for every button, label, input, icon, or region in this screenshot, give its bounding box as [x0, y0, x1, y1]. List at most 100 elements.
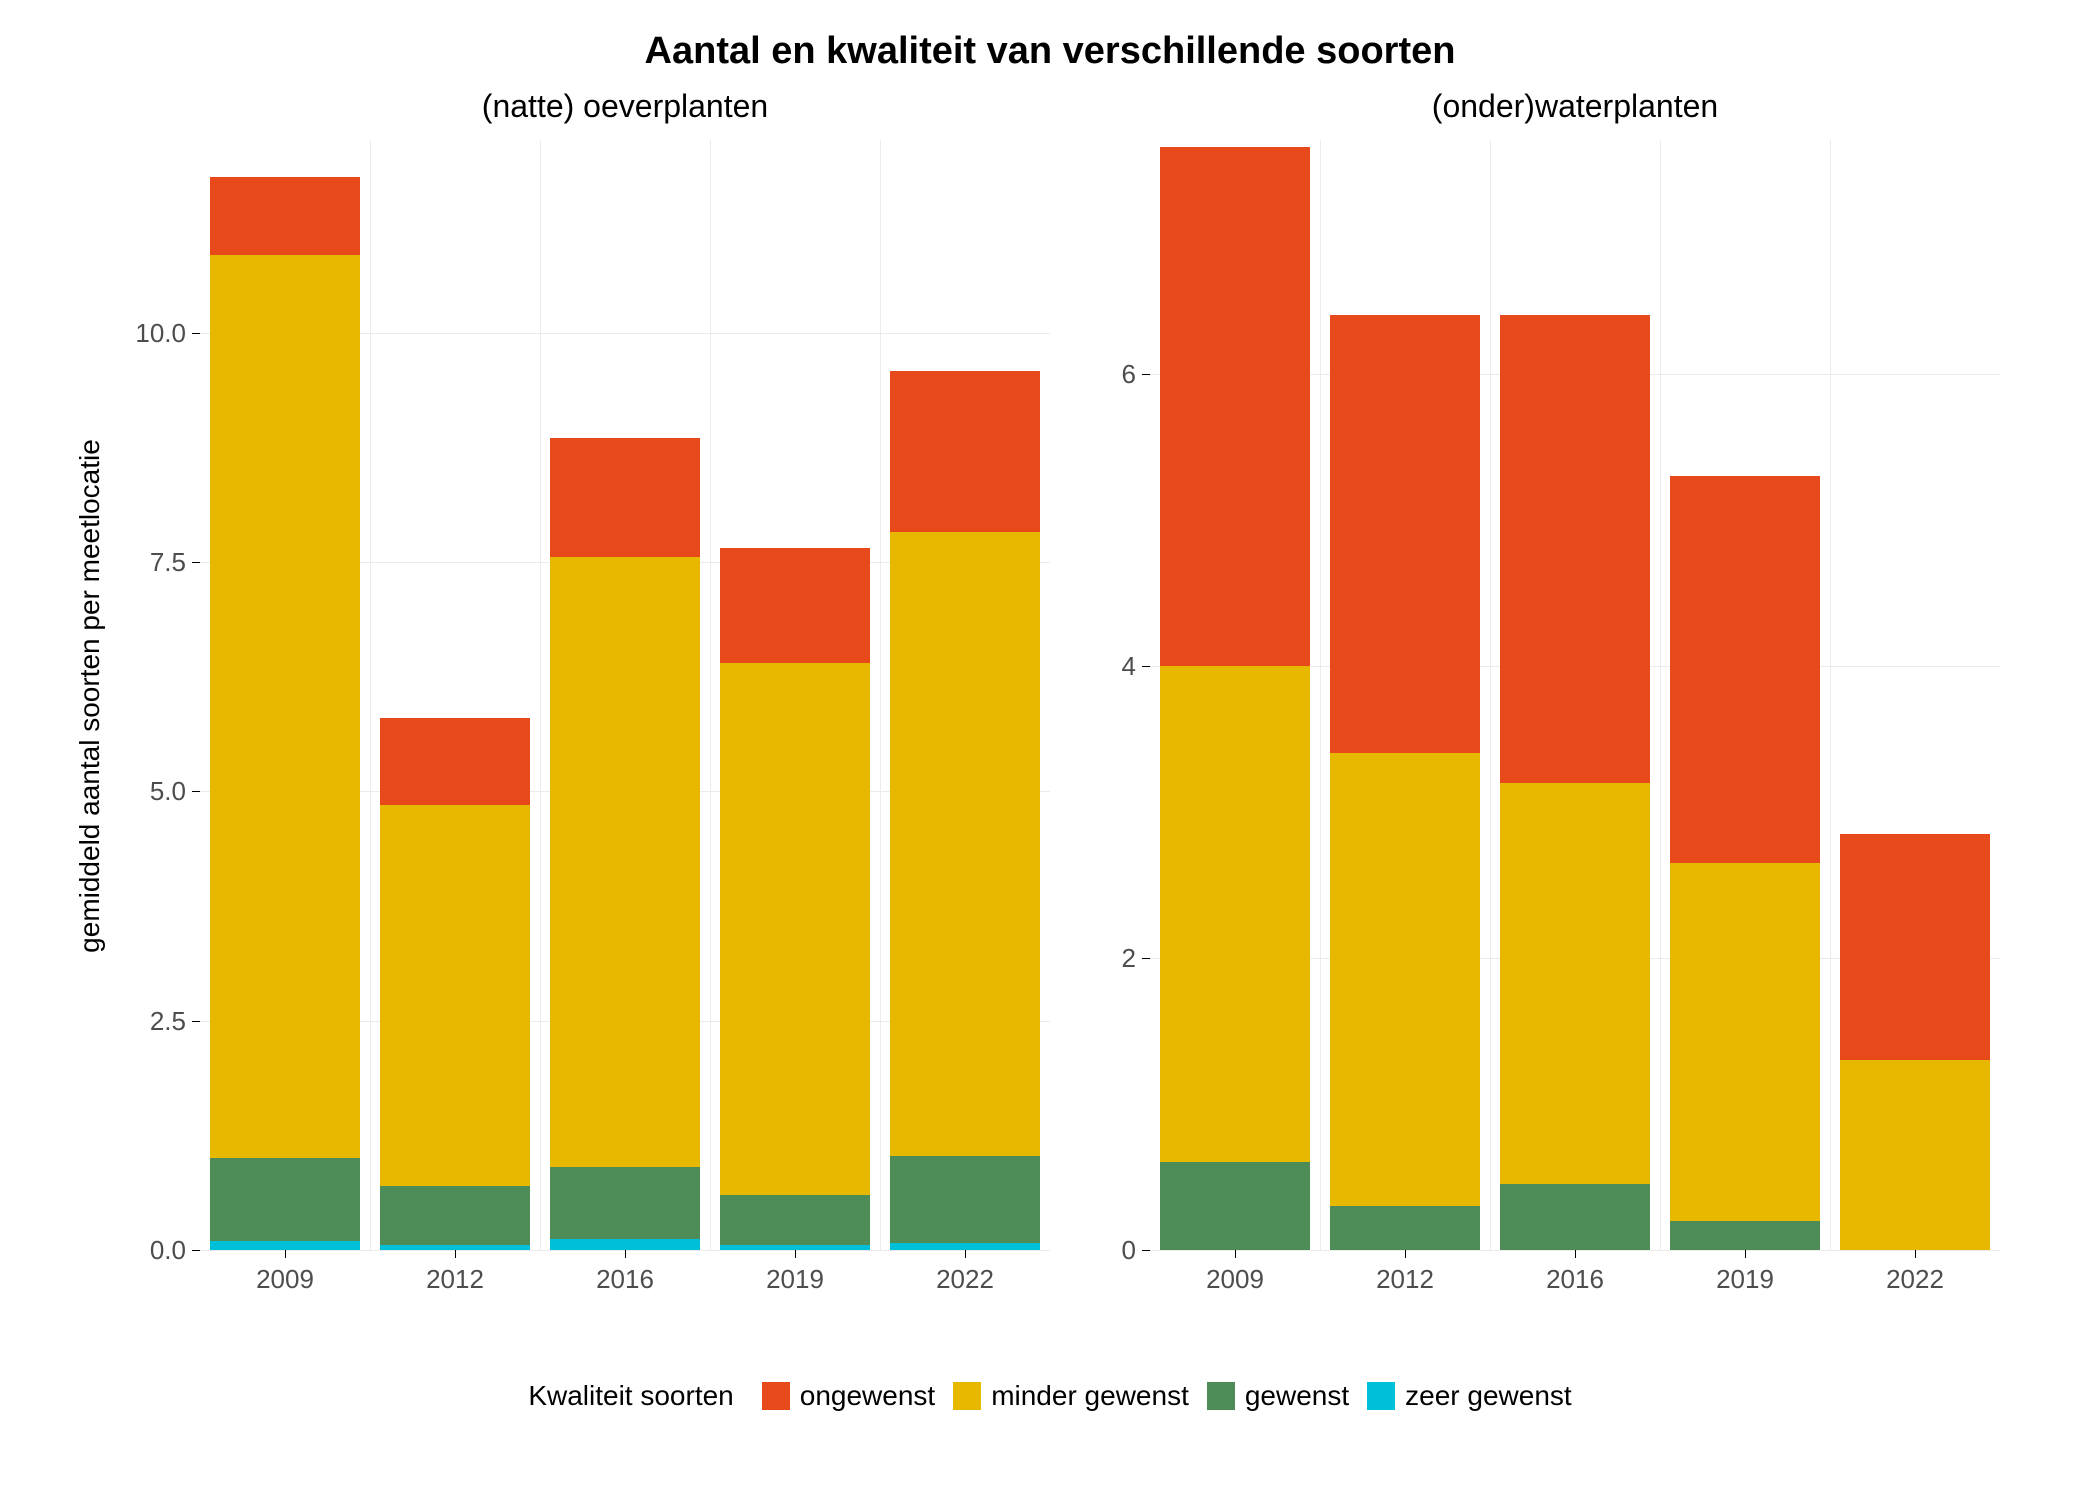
- bar-2009: [210, 177, 360, 1250]
- legend-item-zeer_gewenst: zeer gewenst: [1367, 1380, 1572, 1412]
- y-tick-label: 2.5: [150, 1006, 186, 1037]
- x-tick-label: 2012: [1365, 1264, 1445, 1295]
- bar-2022: [890, 371, 1040, 1250]
- tick-mark-y: [1142, 666, 1150, 667]
- tick-mark-x: [1235, 1250, 1236, 1258]
- bar-2016: [550, 438, 700, 1250]
- bar-seg-gewenst: [210, 1158, 360, 1241]
- bar-seg-gewenst: [380, 1186, 530, 1246]
- bar-2012: [380, 718, 530, 1250]
- y-tick-label: 10.0: [135, 318, 186, 349]
- tick-mark-y: [1142, 374, 1150, 375]
- x-tick-label: 2012: [415, 1264, 495, 1295]
- grid-line-v: [540, 140, 541, 1250]
- y-tick-label: 2: [1122, 943, 1136, 974]
- bar-seg-minder_gewenst: [210, 255, 360, 1159]
- bar-seg-gewenst: [1160, 1162, 1310, 1250]
- legend-item-gewenst: gewenst: [1207, 1380, 1349, 1412]
- x-tick-label: 2019: [755, 1264, 835, 1295]
- bar-seg-gewenst: [1670, 1221, 1820, 1250]
- grid-line-v: [1320, 140, 1321, 1250]
- y-tick-label: 0: [1122, 1235, 1136, 1266]
- chart-area-0: [200, 140, 1050, 1250]
- bar-2019: [1670, 476, 1820, 1250]
- bar-seg-gewenst: [720, 1195, 870, 1245]
- legend-label-zeer_gewenst: zeer gewenst: [1405, 1380, 1572, 1412]
- legend-label-minder_gewenst: minder gewenst: [991, 1380, 1189, 1412]
- legend-swatch-minder_gewenst: [953, 1382, 981, 1410]
- tick-mark-x: [1405, 1250, 1406, 1258]
- bar-seg-zeer_gewenst: [550, 1239, 700, 1250]
- bar-seg-minder_gewenst: [380, 805, 530, 1186]
- tick-mark-y: [192, 791, 200, 792]
- grid-line-v: [710, 140, 711, 1250]
- bar-seg-ongewenst: [890, 371, 1040, 532]
- x-tick-label: 2022: [925, 1264, 1005, 1295]
- bar-seg-gewenst: [1330, 1206, 1480, 1250]
- y-tick-label: 7.5: [150, 547, 186, 578]
- main-title: Aantal en kwaliteit van verschillende so…: [20, 30, 2080, 73]
- tick-mark-x: [285, 1250, 286, 1258]
- bar-2012: [1330, 315, 1480, 1250]
- bar-2022: [1840, 834, 1990, 1250]
- tick-mark-y: [1142, 1250, 1150, 1251]
- x-tick-label: 2016: [585, 1264, 665, 1295]
- chart-area-1: [1150, 140, 2000, 1250]
- tick-mark-y: [192, 1250, 200, 1251]
- bar-seg-ongewenst: [550, 438, 700, 557]
- y-tick-label: 6: [1122, 359, 1136, 390]
- bar-seg-minder_gewenst: [1500, 783, 1650, 1185]
- tick-mark-x: [795, 1250, 796, 1258]
- bar-seg-gewenst: [550, 1167, 700, 1239]
- panel-title-1: (onder)waterplanten: [1150, 88, 2000, 125]
- bar-seg-ongewenst: [1500, 315, 1650, 782]
- panel-title-0: (natte) oeverplanten: [200, 88, 1050, 125]
- grid-line-v: [1830, 140, 1831, 1250]
- bar-seg-minder_gewenst: [1670, 863, 1820, 1221]
- x-tick-label: 2019: [1705, 1264, 1785, 1295]
- bar-seg-ongewenst: [720, 548, 870, 663]
- legend-label-ongewenst: ongewenst: [800, 1380, 935, 1412]
- legend-swatch-ongewenst: [762, 1382, 790, 1410]
- bar-seg-minder_gewenst: [890, 532, 1040, 1156]
- grid-line-v: [1660, 140, 1661, 1250]
- legend-title: Kwaliteit soorten: [528, 1380, 733, 1412]
- y-axis-label: gemiddeld aantal soorten per meetlocatie: [74, 346, 106, 1046]
- bar-seg-ongewenst: [1330, 315, 1480, 753]
- y-tick-label: 0.0: [150, 1235, 186, 1266]
- legend: Kwaliteit soorten ongewenst minder gewens…: [20, 1380, 2080, 1412]
- tick-mark-x: [965, 1250, 966, 1258]
- legend-item-minder_gewenst: minder gewenst: [953, 1380, 1189, 1412]
- y-tick-label: 4: [1122, 651, 1136, 682]
- legend-swatch-zeer_gewenst: [1367, 1382, 1395, 1410]
- tick-mark-y: [192, 1021, 200, 1022]
- bar-2009: [1160, 147, 1310, 1250]
- bar-seg-minder_gewenst: [1160, 666, 1310, 1163]
- x-tick-label: 2009: [1195, 1264, 1275, 1295]
- legend-swatch-gewenst: [1207, 1382, 1235, 1410]
- legend-label-gewenst: gewenst: [1245, 1380, 1349, 1412]
- bar-seg-zeer_gewenst: [210, 1241, 360, 1250]
- x-tick-label: 2022: [1875, 1264, 1955, 1295]
- bar-seg-ongewenst: [1160, 147, 1310, 665]
- bar-seg-zeer_gewenst: [890, 1243, 1040, 1250]
- bar-seg-ongewenst: [1840, 834, 1990, 1060]
- figure: Aantal en kwaliteit van verschillende so…: [20, 20, 2080, 1480]
- bar-seg-ongewenst: [380, 718, 530, 805]
- tick-mark-x: [1915, 1250, 1916, 1258]
- bar-2016: [1500, 315, 1650, 1250]
- bar-seg-gewenst: [1500, 1184, 1650, 1250]
- tick-mark-y: [192, 333, 200, 334]
- legend-item-ongewenst: ongewenst: [762, 1380, 935, 1412]
- x-tick-label: 2016: [1535, 1264, 1615, 1295]
- tick-mark-x: [1745, 1250, 1746, 1258]
- y-tick-label: 5.0: [150, 776, 186, 807]
- bar-seg-minder_gewenst: [550, 557, 700, 1167]
- bar-seg-minder_gewenst: [720, 663, 870, 1195]
- x-tick-label: 2009: [245, 1264, 325, 1295]
- tick-mark-y: [1142, 958, 1150, 959]
- grid-line-v: [370, 140, 371, 1250]
- bar-seg-ongewenst: [1670, 476, 1820, 863]
- bar-2019: [720, 548, 870, 1250]
- bar-seg-gewenst: [890, 1156, 1040, 1243]
